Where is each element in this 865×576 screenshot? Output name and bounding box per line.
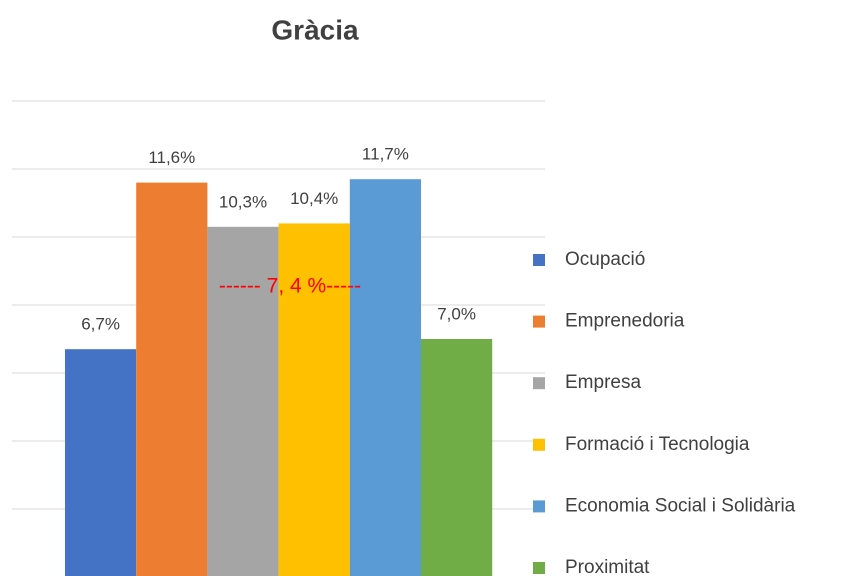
bar	[421, 339, 493, 576]
legend-swatch	[533, 315, 545, 328]
legend-swatch	[533, 254, 545, 266]
legend-swatch	[533, 438, 545, 451]
annotation: ------ 7, 4 %-----	[219, 275, 361, 298]
legend-label: Ocupació	[565, 249, 645, 270]
legend-label: Formació i Tecnologia	[565, 434, 750, 455]
data-label: 7,0%	[437, 304, 476, 323]
data-label: 10,3%	[219, 192, 267, 211]
bar	[278, 223, 350, 576]
legend-swatch	[533, 500, 545, 513]
data-label: 6,7%	[81, 315, 120, 334]
bar	[136, 182, 208, 576]
data-label: 11,6%	[148, 148, 195, 167]
chart-title: Gràcia	[271, 14, 359, 45]
legend-label: Empresa	[565, 372, 641, 393]
legend-swatch	[533, 562, 545, 574]
bar	[65, 349, 137, 576]
data-label: 11,7%	[362, 145, 409, 164]
legend-label: Emprenedoria	[565, 311, 685, 332]
legend-label: Proximitat	[565, 557, 650, 576]
legend-swatch	[533, 377, 545, 390]
bar	[207, 226, 279, 576]
data-label: 10,4%	[290, 189, 338, 208]
bar	[349, 179, 421, 576]
legend-label: Economia Social i Solidària	[565, 495, 796, 516]
